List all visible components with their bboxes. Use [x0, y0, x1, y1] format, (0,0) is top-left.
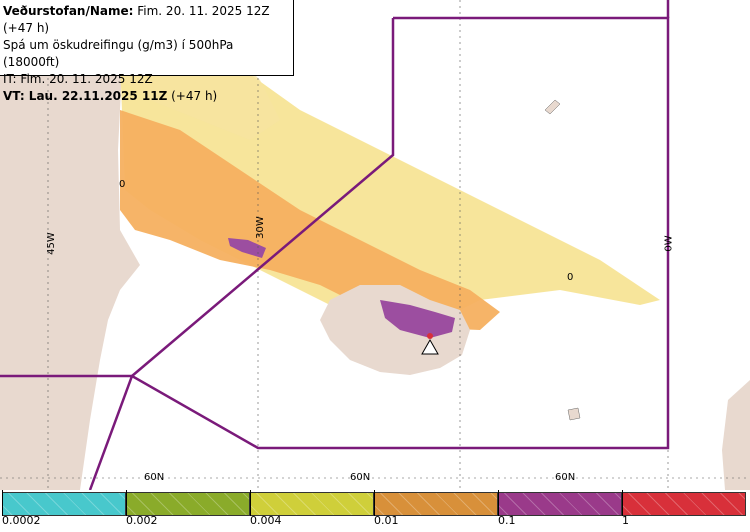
- zero-label-b: 0: [567, 272, 574, 283]
- concentration-legend: [0, 490, 750, 532]
- legend-tick-mark-3: [250, 490, 251, 516]
- volcano-source-dot: [427, 333, 433, 339]
- legend-tick-mark-6: [622, 490, 623, 516]
- info-line-3: IT: Fim. 20. 11. 2025 12Z: [3, 72, 153, 86]
- jan-mayen-island: [544, 99, 561, 115]
- zero-label-a: 0: [119, 179, 126, 190]
- legend-swatch-6: [622, 492, 746, 516]
- legend-tick-mark-2: [126, 490, 127, 516]
- greenland-land: [0, 0, 140, 490]
- legend-tick-mark-5: [498, 490, 499, 516]
- legend-tick-0.002: 0.002: [126, 514, 158, 527]
- volcano-marker-icon: [421, 338, 439, 355]
- info-line-4: VT: Lau. 22.11.2025 11Z (+47 h): [3, 88, 293, 105]
- legend-tick-0.0002: 0.0002: [2, 514, 41, 527]
- forecast-info-box: Veðurstofan/Name: Fim. 20. 11. 2025 12Z …: [0, 0, 294, 103]
- legend-swatch-3: [250, 492, 374, 516]
- legend-tick-0.1: 0.1: [498, 514, 516, 527]
- legend-swatch-1: [2, 492, 126, 516]
- ash-orange-zone: [120, 110, 500, 330]
- info-source-date: Fim. 20. 11. 2025 12Z (+47 h): [3, 4, 270, 35]
- norway-coast: [722, 380, 750, 490]
- fir-boundary: [0, 0, 670, 490]
- info-valid-time: VT: Lau. 22.11.2025 11Z: [3, 89, 168, 103]
- legend-swatch-5: [498, 492, 622, 516]
- legend-tick-mark-1: [2, 490, 3, 516]
- legend-tick-0.004: 0.004: [250, 514, 282, 527]
- lon-label-0w: 0W: [663, 235, 675, 252]
- info-line-2: Spá um öskudreifingu (g/m3) í 500hPa (18…: [3, 38, 234, 69]
- info-line-1: Veðurstofan/Name: Fim. 20. 11. 2025 12Z …: [3, 3, 293, 37]
- info-valid-offset: (+47 h): [167, 89, 218, 103]
- legend-swatch-4: [374, 492, 498, 516]
- ash-dispersion-map: [0, 0, 750, 490]
- legend-swatch-2: [126, 492, 250, 516]
- ash-purple-zone: [380, 300, 455, 338]
- ash-purple-zone-west: [228, 238, 266, 258]
- legend-tick-1: 1: [622, 514, 629, 527]
- legend-tick-0.01: 0.01: [374, 514, 399, 527]
- info-source-label: Veðurstofan/Name:: [3, 4, 134, 18]
- lat-label-60n-b: 60N: [350, 472, 371, 483]
- lon-label-30w: 30W: [254, 216, 266, 239]
- lat-label-60n-c: 60N: [555, 472, 576, 483]
- legend-tick-mark-4: [374, 490, 375, 516]
- faroe-islands: [567, 407, 581, 421]
- lat-label-60n-a: 60N: [144, 472, 165, 483]
- lon-label-45w: 45W: [45, 232, 57, 255]
